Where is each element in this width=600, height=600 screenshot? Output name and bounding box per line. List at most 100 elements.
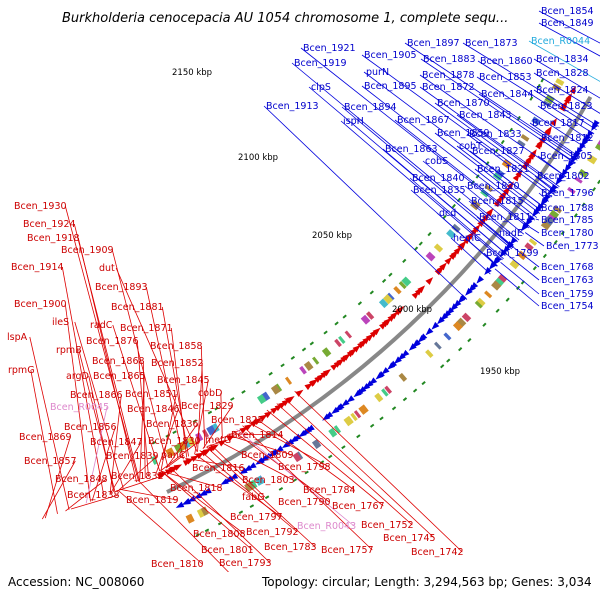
gene-label[interactable]: Bcen_1849 [541, 18, 594, 29]
gene-label[interactable]: Bcen_1818 [170, 483, 223, 494]
gene-label[interactable]: Bcen_1881 [111, 302, 164, 313]
gene-label[interactable]: Bcen_1827 [472, 146, 525, 157]
gene-label[interactable]: Bcen_1817 [532, 118, 585, 129]
gene-label[interactable]: Bcen_1872 [422, 82, 475, 93]
gene-label[interactable]: Bcen_1845 [157, 375, 210, 386]
gene-label[interactable]: ispH [343, 116, 364, 127]
gene-label[interactable]: Bcen_1846 [127, 404, 180, 415]
gene-label[interactable]: Bcen_1834 [536, 54, 589, 65]
gene-label[interactable]: Bcen_1783 [264, 542, 317, 553]
gene-label[interactable]: Bcen_1883 [423, 54, 476, 65]
gene-label[interactable]: Bcen_1825 [211, 415, 264, 426]
gene-label[interactable]: Bcen_1820 [467, 181, 520, 192]
gene-label[interactable]: Bcen_1878 [422, 70, 475, 81]
gene-label[interactable]: hemC [453, 233, 481, 244]
gene-label[interactable]: Bcen_1866 [70, 390, 123, 401]
gene-label[interactable]: Bcen_1788 [541, 203, 594, 214]
gene-label[interactable]: Bcen_1832 [111, 471, 164, 482]
gene-label[interactable]: Bcen_1851 [125, 389, 178, 400]
gene-label[interactable]: Bcen_1859 [437, 128, 490, 139]
gene-label[interactable]: cobD [198, 388, 222, 399]
gene-label[interactable]: Bcen_1893 [95, 282, 148, 293]
gene-label[interactable]: metG [205, 435, 231, 446]
gene-label[interactable]: Bcen_1790 [278, 497, 331, 508]
gene-label[interactable]: Bcen_1798 [278, 462, 331, 473]
gene-label[interactable]: Bcen_1913 [266, 101, 319, 112]
gene-label[interactable]: Bcen_1823 [540, 101, 593, 112]
gene-label[interactable]: Bcen_1857 [24, 456, 77, 467]
gene-label[interactable]: Bcen_1809 [241, 450, 294, 461]
gene-label[interactable]: Bcen_1785 [541, 215, 594, 226]
gene-label[interactable]: cobS [425, 156, 448, 167]
gene-label[interactable]: lspA [7, 332, 28, 343]
gene-label[interactable]: Bcen_1909 [61, 245, 114, 256]
gene-label[interactable]: Bcen_1871 [120, 323, 173, 334]
gene-label[interactable]: Bcen_1792 [246, 527, 299, 538]
gene-label[interactable]: Bcen_R0044 [531, 36, 590, 47]
gene-label[interactable]: Bcen_1924 [23, 219, 76, 230]
gene-label[interactable]: Bcen_1930 [14, 201, 67, 212]
gene-label[interactable]: Bcen_1796 [541, 188, 594, 199]
gene-label[interactable]: Bcen_1797 [230, 512, 283, 523]
gene-label[interactable]: Bcen_1918 [27, 233, 80, 244]
gene-label[interactable]: Bcen_1897 [407, 38, 460, 49]
gene-label[interactable]: Bcen_1759 [541, 289, 594, 300]
gene-label[interactable]: Bcen_1843 [459, 110, 512, 121]
gene-label[interactable]: Bcen_1815 [471, 196, 524, 207]
gene-label[interactable]: Bcen_1867 [397, 115, 450, 126]
gene-label[interactable]: Bcen_1801 [201, 545, 254, 556]
gene-label[interactable]: Bcen_1844 [481, 89, 534, 100]
gene-label[interactable]: Bcen_1895 [364, 81, 417, 92]
gene-label[interactable]: Bcen_1768 [541, 262, 594, 273]
gene-label[interactable]: radC [90, 320, 113, 331]
gene-label[interactable]: Bcen_1767 [332, 501, 385, 512]
gene-label[interactable]: Bcen_1919 [294, 58, 347, 69]
gene-label[interactable]: Bcen_1870 [437, 98, 490, 109]
gene-label[interactable]: Bcen_1805 [540, 151, 593, 162]
gene-label[interactable]: dcd [439, 208, 456, 219]
gene-label[interactable]: Bcen_1900 [14, 299, 67, 310]
gene-label[interactable]: Bcen_1808 [193, 529, 246, 540]
gene-label[interactable]: Bcen_1819 [126, 495, 179, 506]
gene-label[interactable]: Bcen_1829 [181, 401, 234, 412]
gene-label[interactable]: Bcen_1828 [536, 68, 589, 79]
gene-label[interactable]: Bcen_1773 [546, 241, 599, 252]
gene-label[interactable]: argD [66, 371, 89, 382]
gene-label[interactable]: rpmG [8, 365, 35, 376]
gene-label[interactable]: Bcen_1914 [11, 262, 64, 273]
gene-label[interactable]: Bcen_1745 [383, 533, 436, 544]
gene-label[interactable]: Bcen_1854 [541, 6, 594, 17]
gene-label[interactable]: Bcen_1860 [480, 56, 533, 67]
gene-label[interactable]: Bcen_1763 [541, 275, 594, 286]
gene-label[interactable]: Bcen_1830 [148, 436, 201, 447]
gene-label[interactable]: Bcen_1816 [192, 463, 245, 474]
gene-label[interactable]: Bcen_1757 [321, 545, 374, 556]
gene-label[interactable]: Bcen_1810 [151, 559, 204, 570]
gene-label[interactable]: Bcen_1833 [469, 129, 522, 140]
gene-label[interactable]: Bcen_1836 [146, 419, 199, 430]
gene-label[interactable]: Bcen_1835 [413, 185, 466, 196]
gene-label[interactable]: purN [366, 67, 389, 78]
gene-label[interactable]: Bcen_1873 [465, 38, 518, 49]
gene-label[interactable]: Bcen_1848 [55, 474, 108, 485]
gene-label[interactable]: Bcen_1876 [86, 336, 139, 347]
gene-label[interactable]: Bcen_1821 [477, 164, 530, 175]
gene-label[interactable]: nadE [499, 228, 523, 239]
gene-label[interactable]: Bcen_1838 [67, 490, 120, 501]
gene-label[interactable]: Bcen_1802 [537, 171, 590, 182]
gene-label[interactable]: Bcen_1742 [411, 547, 464, 558]
gene-label[interactable]: Bcen_1812 [541, 133, 594, 144]
gene-label[interactable]: Bcen_1793 [219, 558, 272, 569]
gene-label[interactable]: rpmB [56, 345, 82, 356]
gene-label[interactable]: Bcen_1847 [90, 437, 143, 448]
gene-label[interactable]: Bcen_R0045 [50, 402, 109, 413]
gene-label[interactable]: Bcen_1799 [486, 248, 539, 259]
gene-label[interactable]: Bcen_1856 [64, 422, 117, 433]
gene-label[interactable]: Bcen_1811 [479, 212, 532, 223]
gene-label[interactable]: Bcen_1814 [231, 430, 284, 441]
gene-label[interactable]: Bcen_1921 [303, 43, 356, 54]
gene-label[interactable]: Bcen_1865 [93, 371, 146, 382]
gene-label[interactable]: cobT [459, 141, 482, 152]
gene-label[interactable]: Bcen_1858 [150, 341, 203, 352]
